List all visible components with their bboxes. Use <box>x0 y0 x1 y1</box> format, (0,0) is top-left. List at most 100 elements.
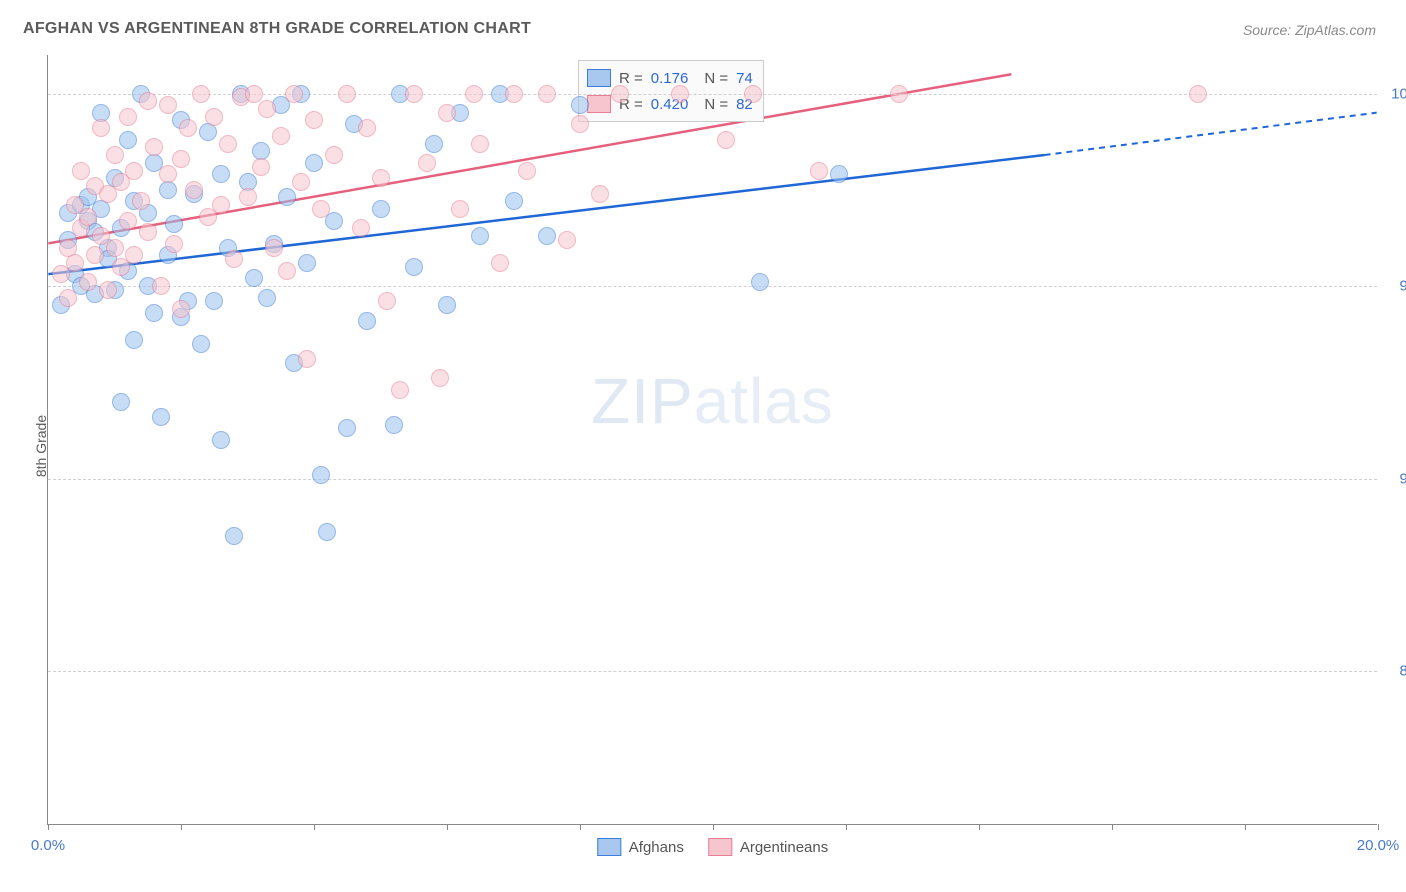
scatter-point-blue <box>385 416 403 434</box>
trendlines-svg <box>48 55 1377 824</box>
x-tick <box>979 824 980 830</box>
scatter-point-pink <box>298 350 316 368</box>
scatter-point-pink <box>471 135 489 153</box>
scatter-point-pink <box>106 239 124 257</box>
swatch-blue <box>587 69 611 87</box>
scatter-point-pink <box>119 108 137 126</box>
scatter-point-pink <box>378 292 396 310</box>
plot-area: ZIPatlas R = 0.176 N = 74 R = 0.420 N = … <box>47 55 1377 825</box>
scatter-point-pink <box>252 158 270 176</box>
x-tick <box>447 824 448 830</box>
scatter-point-blue <box>192 335 210 353</box>
scatter-point-blue <box>152 408 170 426</box>
scatter-point-blue <box>312 466 330 484</box>
scatter-point-pink <box>79 208 97 226</box>
scatter-point-pink <box>312 200 330 218</box>
swatch-pink <box>708 838 732 856</box>
x-tick <box>1245 824 1246 830</box>
scatter-point-pink <box>591 185 609 203</box>
scatter-point-pink <box>890 85 908 103</box>
scatter-point-pink <box>505 85 523 103</box>
scatter-point-pink <box>305 111 323 129</box>
scatter-point-pink <box>119 212 137 230</box>
scatter-point-blue <box>318 523 336 541</box>
scatter-point-pink <box>219 135 237 153</box>
scatter-point-pink <box>558 231 576 249</box>
scatter-point-pink <box>139 92 157 110</box>
gridline-h <box>48 479 1377 480</box>
scatter-point-pink <box>744 85 762 103</box>
y-tick-label: 90.0% <box>1399 470 1406 487</box>
scatter-point-pink <box>245 85 263 103</box>
legend-item-afghans: Afghans <box>597 838 684 856</box>
scatter-point-blue <box>538 227 556 245</box>
scatter-point-pink <box>352 219 370 237</box>
scatter-point-pink <box>258 100 276 118</box>
trendline-pink <box>48 74 1011 243</box>
scatter-point-blue <box>471 227 489 245</box>
y-tick-label: 85.0% <box>1399 663 1406 680</box>
scatter-point-blue <box>165 215 183 233</box>
x-tick-label: 0.0% <box>31 837 65 854</box>
scatter-point-blue <box>145 304 163 322</box>
x-tick-label: 20.0% <box>1357 837 1400 854</box>
scatter-point-pink <box>391 381 409 399</box>
scatter-point-blue <box>112 393 130 411</box>
scatter-point-pink <box>671 85 689 103</box>
scatter-point-pink <box>66 254 84 272</box>
scatter-point-pink <box>491 254 509 272</box>
scatter-point-blue <box>125 331 143 349</box>
scatter-point-pink <box>405 85 423 103</box>
scatter-point-blue <box>245 269 263 287</box>
legend-item-argentineans: Argentineans <box>708 838 828 856</box>
scatter-point-pink <box>810 162 828 180</box>
scatter-point-pink <box>125 246 143 264</box>
scatter-point-pink <box>159 96 177 114</box>
scatter-point-blue <box>571 96 589 114</box>
scatter-point-blue <box>425 135 443 153</box>
scatter-point-pink <box>132 192 150 210</box>
scatter-point-pink <box>225 250 243 268</box>
scatter-point-blue <box>305 154 323 172</box>
scatter-point-pink <box>165 235 183 253</box>
scatter-point-pink <box>611 85 629 103</box>
scatter-point-blue <box>225 527 243 545</box>
scatter-point-blue <box>438 296 456 314</box>
x-tick <box>580 824 581 830</box>
scatter-point-pink <box>192 85 210 103</box>
scatter-point-pink <box>518 162 536 180</box>
scatter-point-blue <box>212 165 230 183</box>
swatch-pink <box>587 95 611 113</box>
scatter-point-pink <box>465 85 483 103</box>
scatter-point-pink <box>292 173 310 191</box>
scatter-point-pink <box>145 138 163 156</box>
y-tick-label: 95.0% <box>1399 278 1406 295</box>
x-tick <box>314 824 315 830</box>
scatter-point-pink <box>285 85 303 103</box>
scatter-point-blue <box>199 123 217 141</box>
scatter-point-pink <box>172 150 190 168</box>
watermark: ZIPatlas <box>591 364 834 438</box>
scatter-point-blue <box>338 419 356 437</box>
chart-title: AFGHAN VS ARGENTINEAN 8TH GRADE CORRELAT… <box>23 20 531 38</box>
series-legend: Afghans Argentineans <box>597 838 828 856</box>
chart-container: AFGHAN VS ARGENTINEAN 8TH GRADE CORRELAT… <box>0 0 1406 892</box>
scatter-point-pink <box>59 289 77 307</box>
scatter-point-pink <box>212 196 230 214</box>
scatter-point-pink <box>99 281 117 299</box>
scatter-point-blue <box>751 273 769 291</box>
source-label: Source: ZipAtlas.com <box>1243 22 1376 38</box>
scatter-point-pink <box>431 369 449 387</box>
scatter-point-pink <box>205 108 223 126</box>
scatter-point-pink <box>92 119 110 137</box>
scatter-point-pink <box>239 188 257 206</box>
gridline-h <box>48 286 1377 287</box>
scatter-point-blue <box>830 165 848 183</box>
scatter-point-pink <box>79 273 97 291</box>
trendline-ext-blue <box>1045 113 1377 155</box>
scatter-point-pink <box>265 239 283 257</box>
scatter-point-pink <box>372 169 390 187</box>
scatter-point-pink <box>338 85 356 103</box>
scatter-point-blue <box>212 431 230 449</box>
scatter-point-pink <box>86 246 104 264</box>
